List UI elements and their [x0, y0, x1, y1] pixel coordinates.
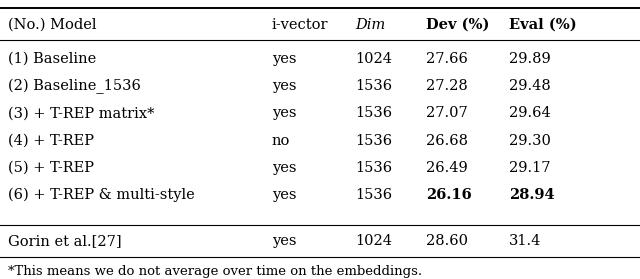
Text: no: no: [272, 134, 291, 148]
Text: 29.17: 29.17: [509, 161, 550, 175]
Text: i-vector: i-vector: [272, 18, 328, 32]
Text: 29.48: 29.48: [509, 79, 550, 93]
Text: (5) + T-REP: (5) + T-REP: [8, 161, 93, 175]
Text: 27.28: 27.28: [426, 79, 467, 93]
Text: 1024: 1024: [355, 52, 392, 66]
Text: 28.60: 28.60: [426, 234, 468, 248]
Text: (No.) Model: (No.) Model: [8, 18, 96, 32]
Text: 27.66: 27.66: [426, 52, 467, 66]
Text: 26.16: 26.16: [426, 188, 471, 202]
Text: 27.07: 27.07: [426, 106, 467, 120]
Text: yes: yes: [272, 161, 296, 175]
Text: 29.89: 29.89: [509, 52, 550, 66]
Text: (1) Baseline: (1) Baseline: [8, 52, 96, 66]
Text: 1536: 1536: [355, 161, 392, 175]
Text: 26.68: 26.68: [426, 134, 468, 148]
Text: 1536: 1536: [355, 134, 392, 148]
Text: yes: yes: [272, 188, 296, 202]
Text: Dim: Dim: [355, 18, 385, 32]
Text: 29.64: 29.64: [509, 106, 550, 120]
Text: 29.30: 29.30: [509, 134, 550, 148]
Text: 1536: 1536: [355, 106, 392, 120]
Text: (6) + T-REP & multi-style: (6) + T-REP & multi-style: [8, 188, 195, 203]
Text: 31.4: 31.4: [509, 234, 541, 248]
Text: yes: yes: [272, 106, 296, 120]
Text: 1536: 1536: [355, 79, 392, 93]
Text: Dev (%): Dev (%): [426, 18, 489, 32]
Text: yes: yes: [272, 234, 296, 248]
Text: (2) Baseline_1536: (2) Baseline_1536: [8, 78, 141, 93]
Text: yes: yes: [272, 52, 296, 66]
Text: yes: yes: [272, 79, 296, 93]
Text: Gorin et al.[27]: Gorin et al.[27]: [8, 234, 122, 248]
Text: (3) + T-REP matrix*: (3) + T-REP matrix*: [8, 106, 154, 120]
Text: 1024: 1024: [355, 234, 392, 248]
Text: *This means we do not average over time on the embeddings.: *This means we do not average over time …: [8, 265, 422, 278]
Text: 1536: 1536: [355, 188, 392, 202]
Text: 26.49: 26.49: [426, 161, 467, 175]
Text: Eval (%): Eval (%): [509, 18, 577, 32]
Text: (4) + T-REP: (4) + T-REP: [8, 134, 93, 148]
Text: 28.94: 28.94: [509, 188, 554, 202]
